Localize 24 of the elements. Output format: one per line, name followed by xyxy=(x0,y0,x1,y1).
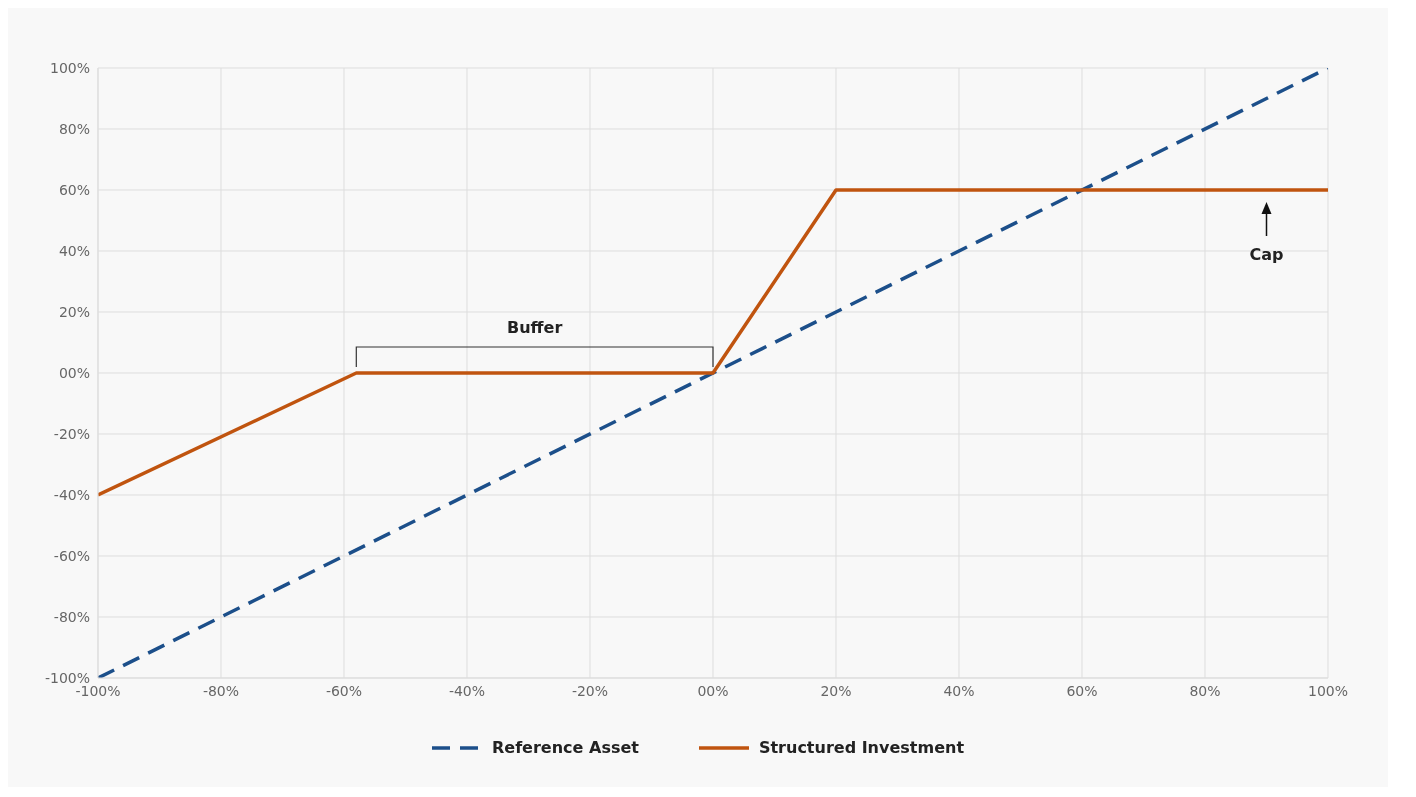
x-tick-label: 100% xyxy=(1307,682,1349,699)
y-tick-label: 20% xyxy=(58,303,90,320)
y-tick-label: -60% xyxy=(53,547,90,564)
y-tick-label: -20% xyxy=(53,425,90,442)
annotation: Buffer xyxy=(507,318,563,337)
x-tick-label: 20% xyxy=(820,682,852,699)
y-tick-label: 60% xyxy=(58,181,90,198)
x-tick-label: 80% xyxy=(1189,682,1221,699)
y-tick-label: 00% xyxy=(58,364,90,381)
y-tick-label: -40% xyxy=(53,486,90,503)
y-tick-label: 100% xyxy=(49,59,90,76)
x-tick-label: -60% xyxy=(325,682,363,699)
annotation: Cap xyxy=(1249,245,1284,264)
x-tick-label: 00% xyxy=(697,682,729,699)
x-tick-label: 60% xyxy=(1066,682,1098,699)
x-tick-label: -80% xyxy=(202,682,240,699)
legend-label: Structured Investment xyxy=(757,738,965,757)
legend-label: Reference Asset xyxy=(490,738,639,757)
x-tick-label: -40% xyxy=(448,682,486,699)
y-tick-label: 40% xyxy=(58,242,90,259)
y-tick-label: -80% xyxy=(53,608,90,625)
x-tick-label: 40% xyxy=(943,682,975,699)
x-tick-label: -20% xyxy=(571,682,609,699)
y-tick-label: 80% xyxy=(58,120,90,137)
